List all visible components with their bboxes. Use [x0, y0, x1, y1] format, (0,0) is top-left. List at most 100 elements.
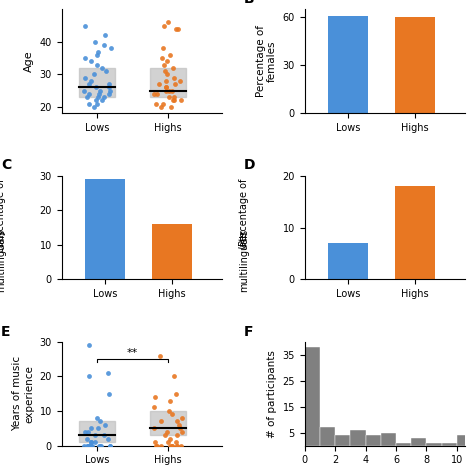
Point	[160, 61, 168, 68]
Point	[88, 438, 95, 446]
Point	[159, 100, 166, 108]
Point	[177, 97, 185, 104]
Point	[85, 100, 92, 108]
Point	[96, 87, 104, 94]
Point	[167, 397, 174, 404]
Point	[107, 45, 115, 52]
Bar	[85, 179, 125, 280]
Point	[168, 410, 176, 418]
Point	[101, 32, 109, 39]
Bar	[152, 224, 191, 280]
Point	[163, 58, 171, 65]
Point	[94, 48, 102, 55]
Bar	[79, 421, 115, 442]
Point	[81, 74, 89, 82]
Point	[168, 442, 176, 449]
Point	[165, 407, 173, 415]
Point	[96, 442, 104, 449]
Point	[161, 67, 168, 75]
Bar	[150, 68, 186, 97]
Point	[93, 414, 100, 422]
Point	[166, 442, 174, 449]
Point	[150, 424, 158, 432]
Point	[105, 90, 112, 98]
Point	[170, 93, 178, 101]
Point	[87, 58, 94, 65]
Point	[151, 438, 159, 446]
Point	[90, 103, 97, 110]
Point	[166, 51, 174, 59]
Point	[92, 97, 100, 104]
Point	[83, 93, 91, 101]
Point	[174, 25, 182, 33]
Bar	[328, 243, 368, 280]
Text: E: E	[1, 325, 10, 338]
Point	[85, 373, 92, 380]
Point	[91, 38, 99, 46]
Point	[164, 438, 172, 446]
Point	[159, 45, 167, 52]
Point	[150, 404, 158, 411]
Point	[97, 418, 104, 425]
Point	[80, 442, 87, 449]
Text: early: early	[0, 228, 6, 252]
Point	[93, 61, 101, 68]
Point	[166, 435, 173, 442]
Point	[83, 442, 91, 449]
Text: Percentage of: Percentage of	[239, 178, 249, 246]
Point	[102, 67, 109, 75]
Point	[92, 83, 100, 91]
Point	[89, 442, 96, 449]
Point	[99, 64, 106, 72]
Point	[87, 77, 95, 85]
Point	[178, 414, 186, 422]
Text: multilinguals: multilinguals	[0, 229, 6, 292]
Point	[84, 442, 91, 449]
Text: D: D	[244, 158, 255, 173]
Point	[172, 25, 180, 33]
Bar	[442, 443, 457, 446]
Point	[107, 442, 114, 449]
Point	[157, 418, 165, 425]
Point	[162, 83, 170, 91]
Point	[86, 442, 94, 449]
Point	[173, 442, 181, 449]
Point	[93, 51, 101, 59]
Point	[155, 80, 163, 88]
Point	[85, 341, 93, 349]
Bar	[396, 443, 411, 446]
Point	[168, 442, 176, 449]
Point	[90, 71, 98, 78]
Point	[164, 428, 171, 436]
Bar	[350, 430, 365, 446]
Point	[151, 393, 158, 401]
Point	[170, 97, 178, 104]
Point	[165, 87, 173, 94]
Point	[167, 103, 174, 110]
Point	[86, 90, 93, 98]
Bar	[320, 428, 335, 446]
Point	[88, 424, 95, 432]
Point	[175, 421, 182, 428]
Bar	[411, 438, 427, 446]
Y-axis label: # of participants: # of participants	[267, 350, 277, 438]
Point	[172, 438, 180, 446]
Point	[169, 64, 176, 72]
Bar	[427, 443, 442, 446]
Bar	[328, 16, 368, 113]
Text: **: **	[127, 348, 138, 358]
Point	[157, 103, 164, 110]
Point	[82, 22, 89, 29]
Point	[94, 424, 101, 432]
Point	[100, 431, 108, 439]
Point	[105, 80, 113, 88]
Point	[104, 369, 111, 377]
Bar	[335, 435, 350, 446]
Point	[87, 442, 95, 449]
Text: multilinguals: multilinguals	[239, 229, 249, 292]
Point	[105, 390, 113, 397]
Point	[81, 55, 89, 62]
Point	[173, 442, 181, 449]
Y-axis label: Percentage of
females: Percentage of females	[255, 26, 277, 97]
Point	[171, 80, 179, 88]
